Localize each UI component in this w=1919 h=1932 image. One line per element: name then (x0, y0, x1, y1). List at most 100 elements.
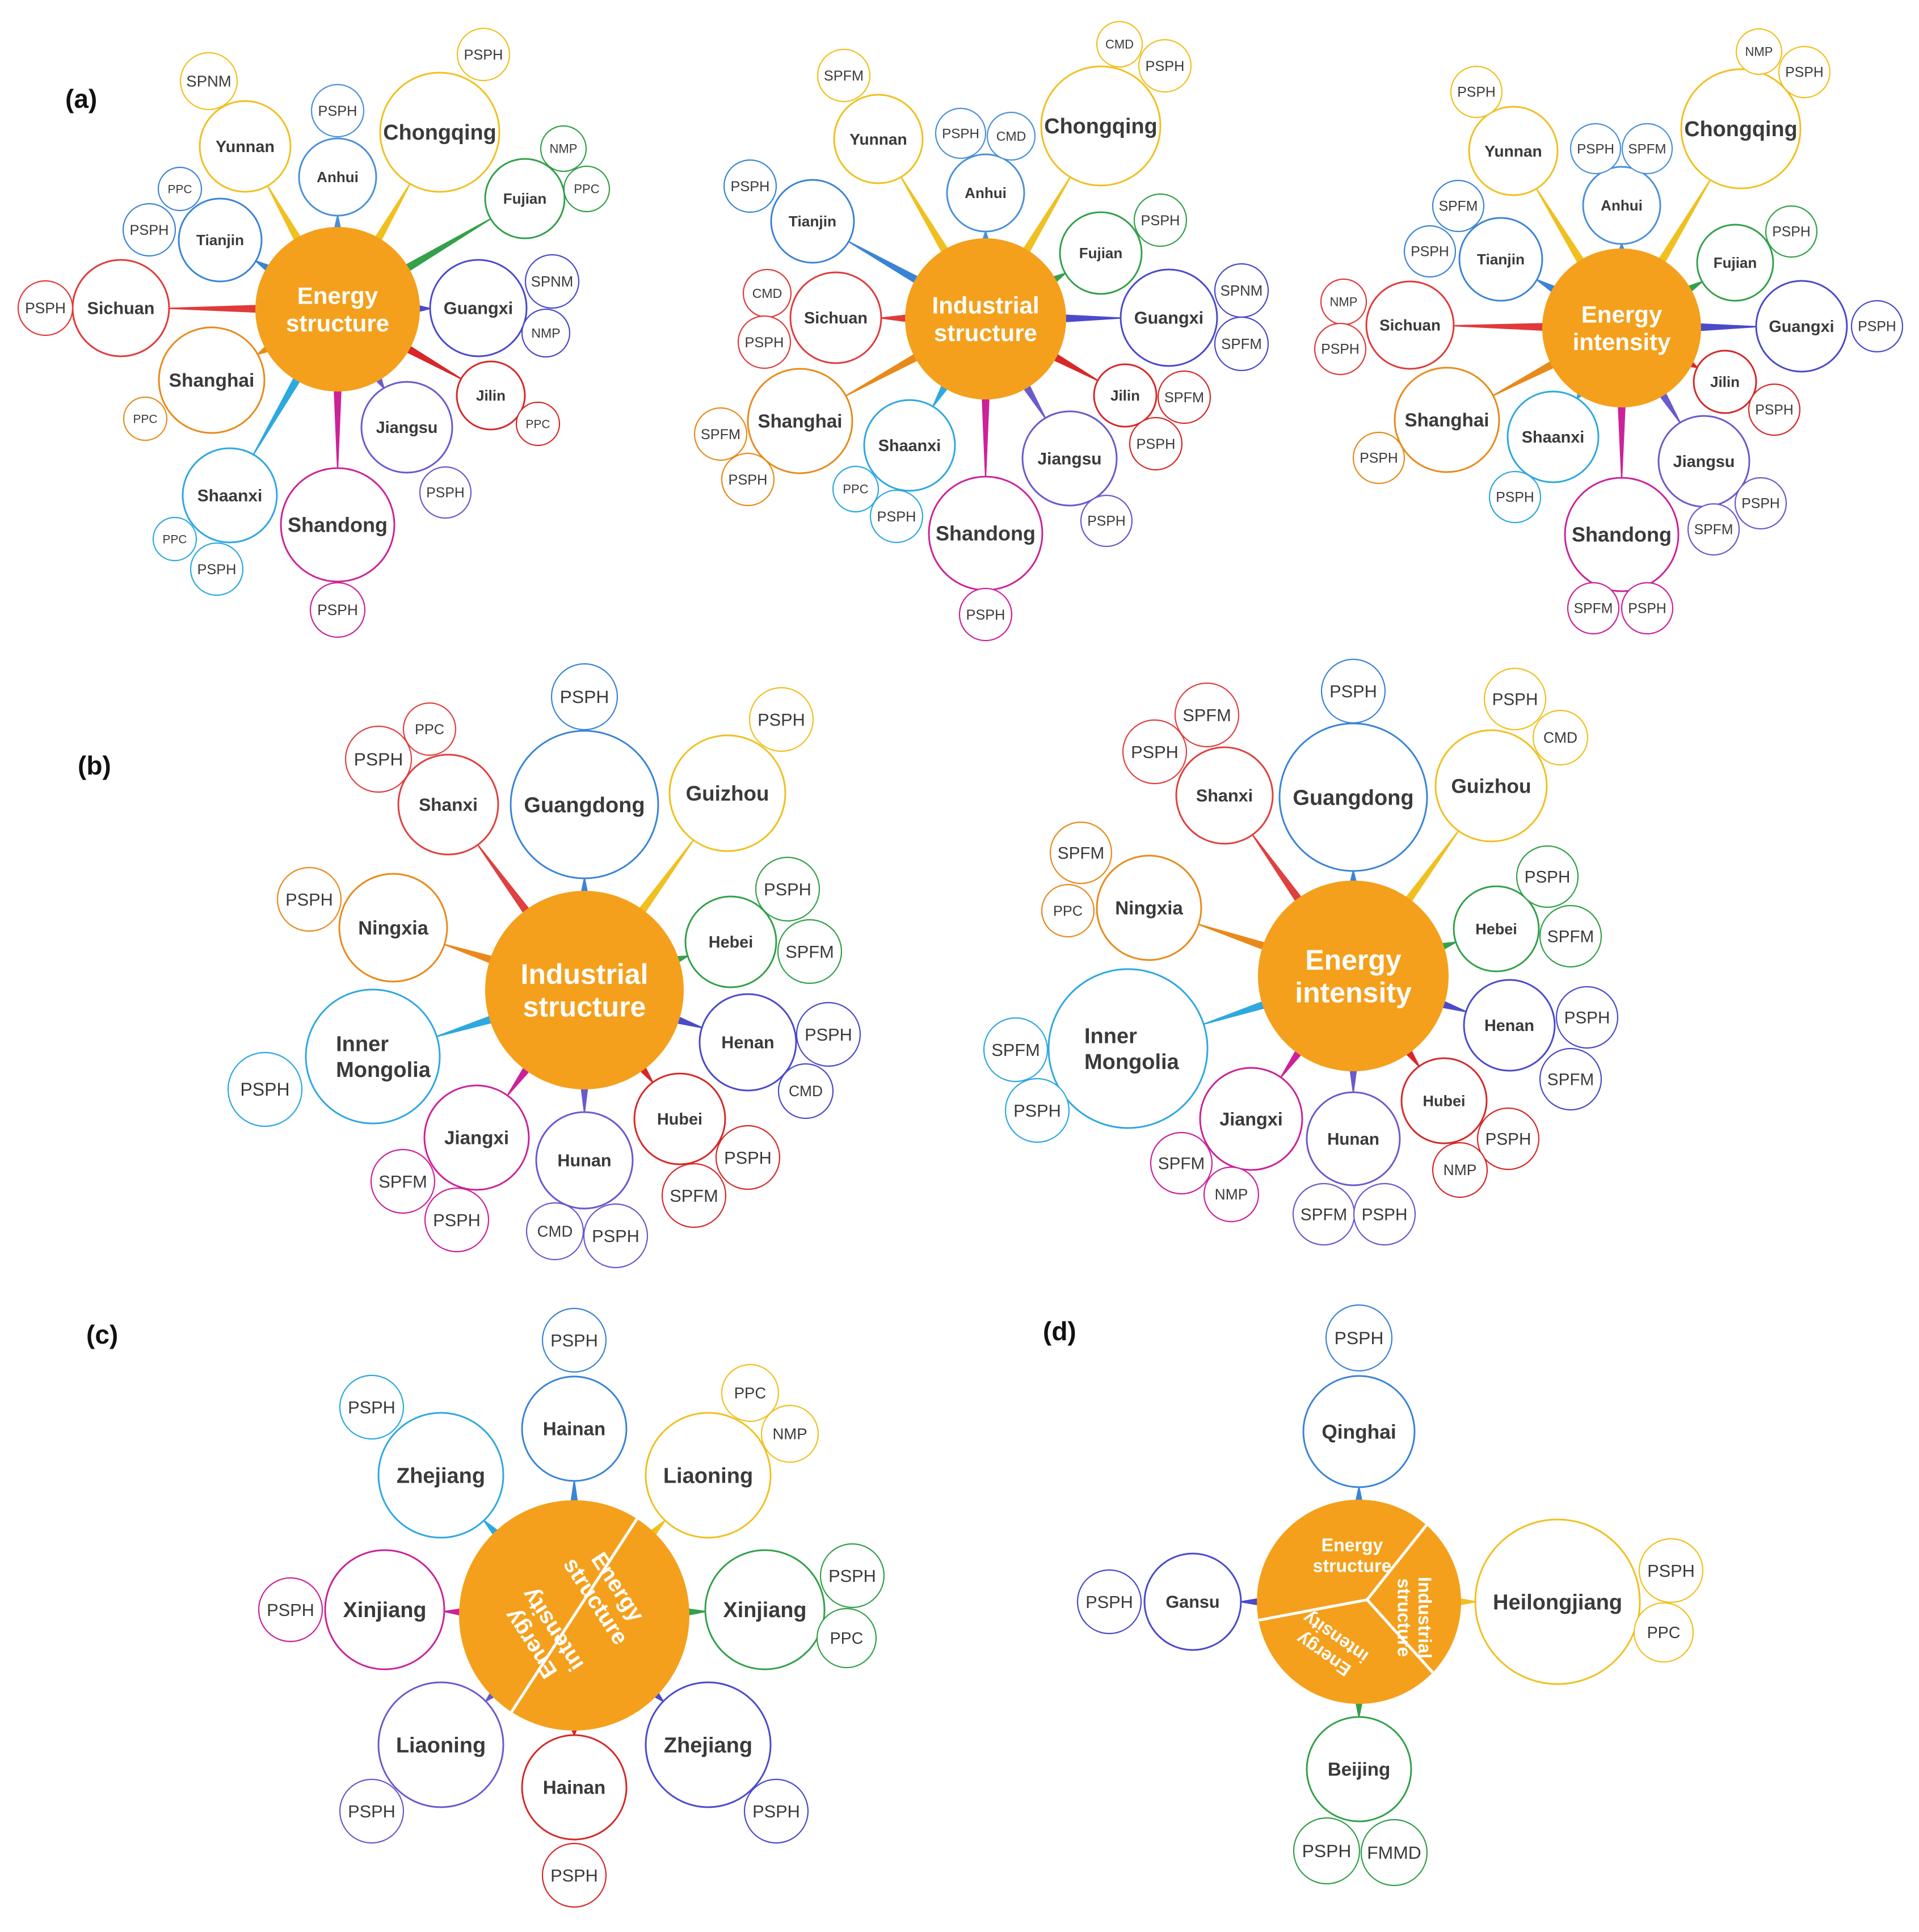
leaf-circle (1049, 821, 1113, 885)
leaf-circle (1157, 370, 1211, 424)
province-node-hunan: Hunan CMD PSPH (525, 1111, 649, 1269)
connector-jiangsu (1022, 382, 1046, 419)
province-node-jiangxi: Jiangxi SPFM PSPH (370, 1084, 530, 1253)
leaf-node-psph: PSPH (17, 280, 74, 336)
hub-divider (1259, 1598, 1367, 1622)
province-node-beijing: Beijing PSPH FMMD (1293, 1716, 1428, 1887)
hub-label: Energy intensity (1573, 301, 1671, 355)
province-node-chongqing: Chongqing CMD PSPH (1040, 20, 1192, 187)
province-label-line-2: Mongolia (1084, 1050, 1180, 1074)
province-label: Jiangsu (376, 419, 438, 437)
province-circle (423, 1084, 530, 1191)
province-circle (1564, 477, 1680, 592)
leaf-circle (816, 1607, 877, 1669)
province-circle (1040, 65, 1162, 187)
leaf-label: PSPH (1335, 1328, 1384, 1348)
leaf-node-psph: PSPH (190, 542, 244, 596)
hub-group: Energy structureIndustrialstructureEnergy… (1076, 1304, 1704, 1887)
leaf-label: SPFM (1628, 141, 1666, 157)
leaf-label: NMP (772, 1425, 807, 1443)
leaf-label: PSPH (752, 1801, 800, 1821)
connector-hainan (570, 1481, 578, 1504)
leaf-label: PSPH (877, 509, 916, 525)
leaf-node-spfm: SPFM (1214, 316, 1269, 372)
panel-a: (a)Energy structureYunnanSPNMAnhuiPSPHCho… (17, 20, 1904, 642)
leaf-circle (1633, 1602, 1694, 1663)
leaf-circle (1516, 845, 1579, 908)
province-label: Yunnan (1484, 142, 1542, 160)
province-circle (158, 326, 266, 434)
province-label: Jilin (1110, 387, 1140, 404)
leaf-label: PSPH (1411, 245, 1449, 260)
connector-chongqing (1657, 179, 1711, 265)
leaf-node-psph: PSPH (424, 1187, 490, 1253)
province-circle (456, 360, 526, 431)
leaf-circle (524, 254, 580, 309)
hub-label-line-2: structure (286, 310, 389, 336)
hub-label-line-2: structure (934, 319, 1037, 346)
province-node-fujian: Fujian PSPH (1059, 193, 1188, 295)
leaf-node-psph: PSPH (1080, 494, 1133, 548)
leaf-node-psph: PSPH (819, 1543, 885, 1609)
connector-shanghai (845, 352, 920, 397)
province-node-hebei: Hebei PSPH SPFM (1453, 845, 1602, 973)
leaf-label: SPFM (991, 1040, 1040, 1060)
leaf-node-psph: PSPH (1004, 1077, 1070, 1143)
leaf-node-ppc: PPC (152, 516, 197, 562)
leaf-circle (1403, 225, 1457, 278)
leaf-label: PSPH (942, 126, 979, 141)
province-label: Shaanxi (1522, 428, 1584, 447)
hub-group: Energy structureYunnanSPNMAnhuiPSPHChongq… (17, 27, 611, 638)
province-label: Sichuan (1379, 317, 1441, 334)
province-label: Guangdong (1293, 786, 1413, 810)
province-label: Tianjin (789, 213, 836, 230)
hub-group: EnergystructureEnergyintensityHainanPSPH… (258, 1307, 885, 1908)
province-node-jiangsu: Jiangsu PSPH SPFM (1657, 415, 1787, 556)
leaf-label: PSPH (1141, 213, 1180, 229)
leaf-circle (1353, 1182, 1416, 1246)
province-label: Hainan (543, 1419, 605, 1440)
leaf-node-psph: PSPH (1403, 225, 1457, 278)
province-node-guizhou: Guizhou PSPH (668, 687, 814, 852)
leaf-node-cmd: CMD (1532, 709, 1589, 766)
hub-label-industrial-structure-line-1: Industrial (1415, 1577, 1435, 1659)
connector-sichuan (169, 305, 259, 313)
province-node-yunnan: Yunnan PSPH (1450, 65, 1559, 196)
province-circle (1755, 280, 1848, 373)
leaf-circle (1174, 682, 1240, 748)
leaf-circle (1129, 416, 1183, 471)
leaf-label: PSPH (1647, 1561, 1695, 1581)
leaf-label: NMP (1215, 1186, 1248, 1203)
province-node-guangdong: Guangdong PSPH (1278, 658, 1428, 872)
leaf-circle (370, 1148, 436, 1214)
province-circle (1365, 280, 1455, 370)
leaf-label: CMD (537, 1223, 573, 1240)
leaf-node-psph: PSPH (309, 582, 366, 638)
province-node-anhui: Anhui PSPH SPFM (1569, 123, 1673, 245)
connector-shanxi (477, 844, 531, 915)
province-circle (1093, 363, 1158, 428)
province-node-shaanxi: Shaanxi PPC PSPH (152, 447, 278, 596)
leaf-node-psph: PSPH (339, 1778, 405, 1844)
connector-chongqing (373, 183, 411, 243)
leaf-circle (1748, 383, 1801, 436)
leaf-label: PPC (526, 418, 550, 431)
leaf-circle (1360, 1819, 1428, 1887)
leaf-label: PSPH (1496, 490, 1534, 506)
connector-jiangxi (507, 1065, 531, 1096)
connector-sichuan (1453, 323, 1546, 331)
province-label: Yunnan (849, 131, 907, 148)
province-circle (1582, 166, 1661, 245)
province-circle (1693, 350, 1757, 414)
leaf-node-psph: PSPH (541, 1307, 607, 1373)
province-node-heilongjiang: Heilongjiang PSPH PPC (1474, 1518, 1704, 1685)
province-node-shanghai: Shanghai PSPH (1352, 367, 1500, 485)
leaf-label: SPFM (1694, 523, 1733, 538)
province-circle (1400, 1057, 1488, 1144)
connector-jilin (404, 344, 462, 380)
leaf-node-psph: PSPH (1325, 1304, 1393, 1372)
province-label: Zhejiang (664, 1733, 752, 1757)
connector-jiangxi (1280, 1048, 1303, 1078)
hub-circle (1258, 881, 1449, 1071)
connector-tianjin (848, 241, 920, 285)
